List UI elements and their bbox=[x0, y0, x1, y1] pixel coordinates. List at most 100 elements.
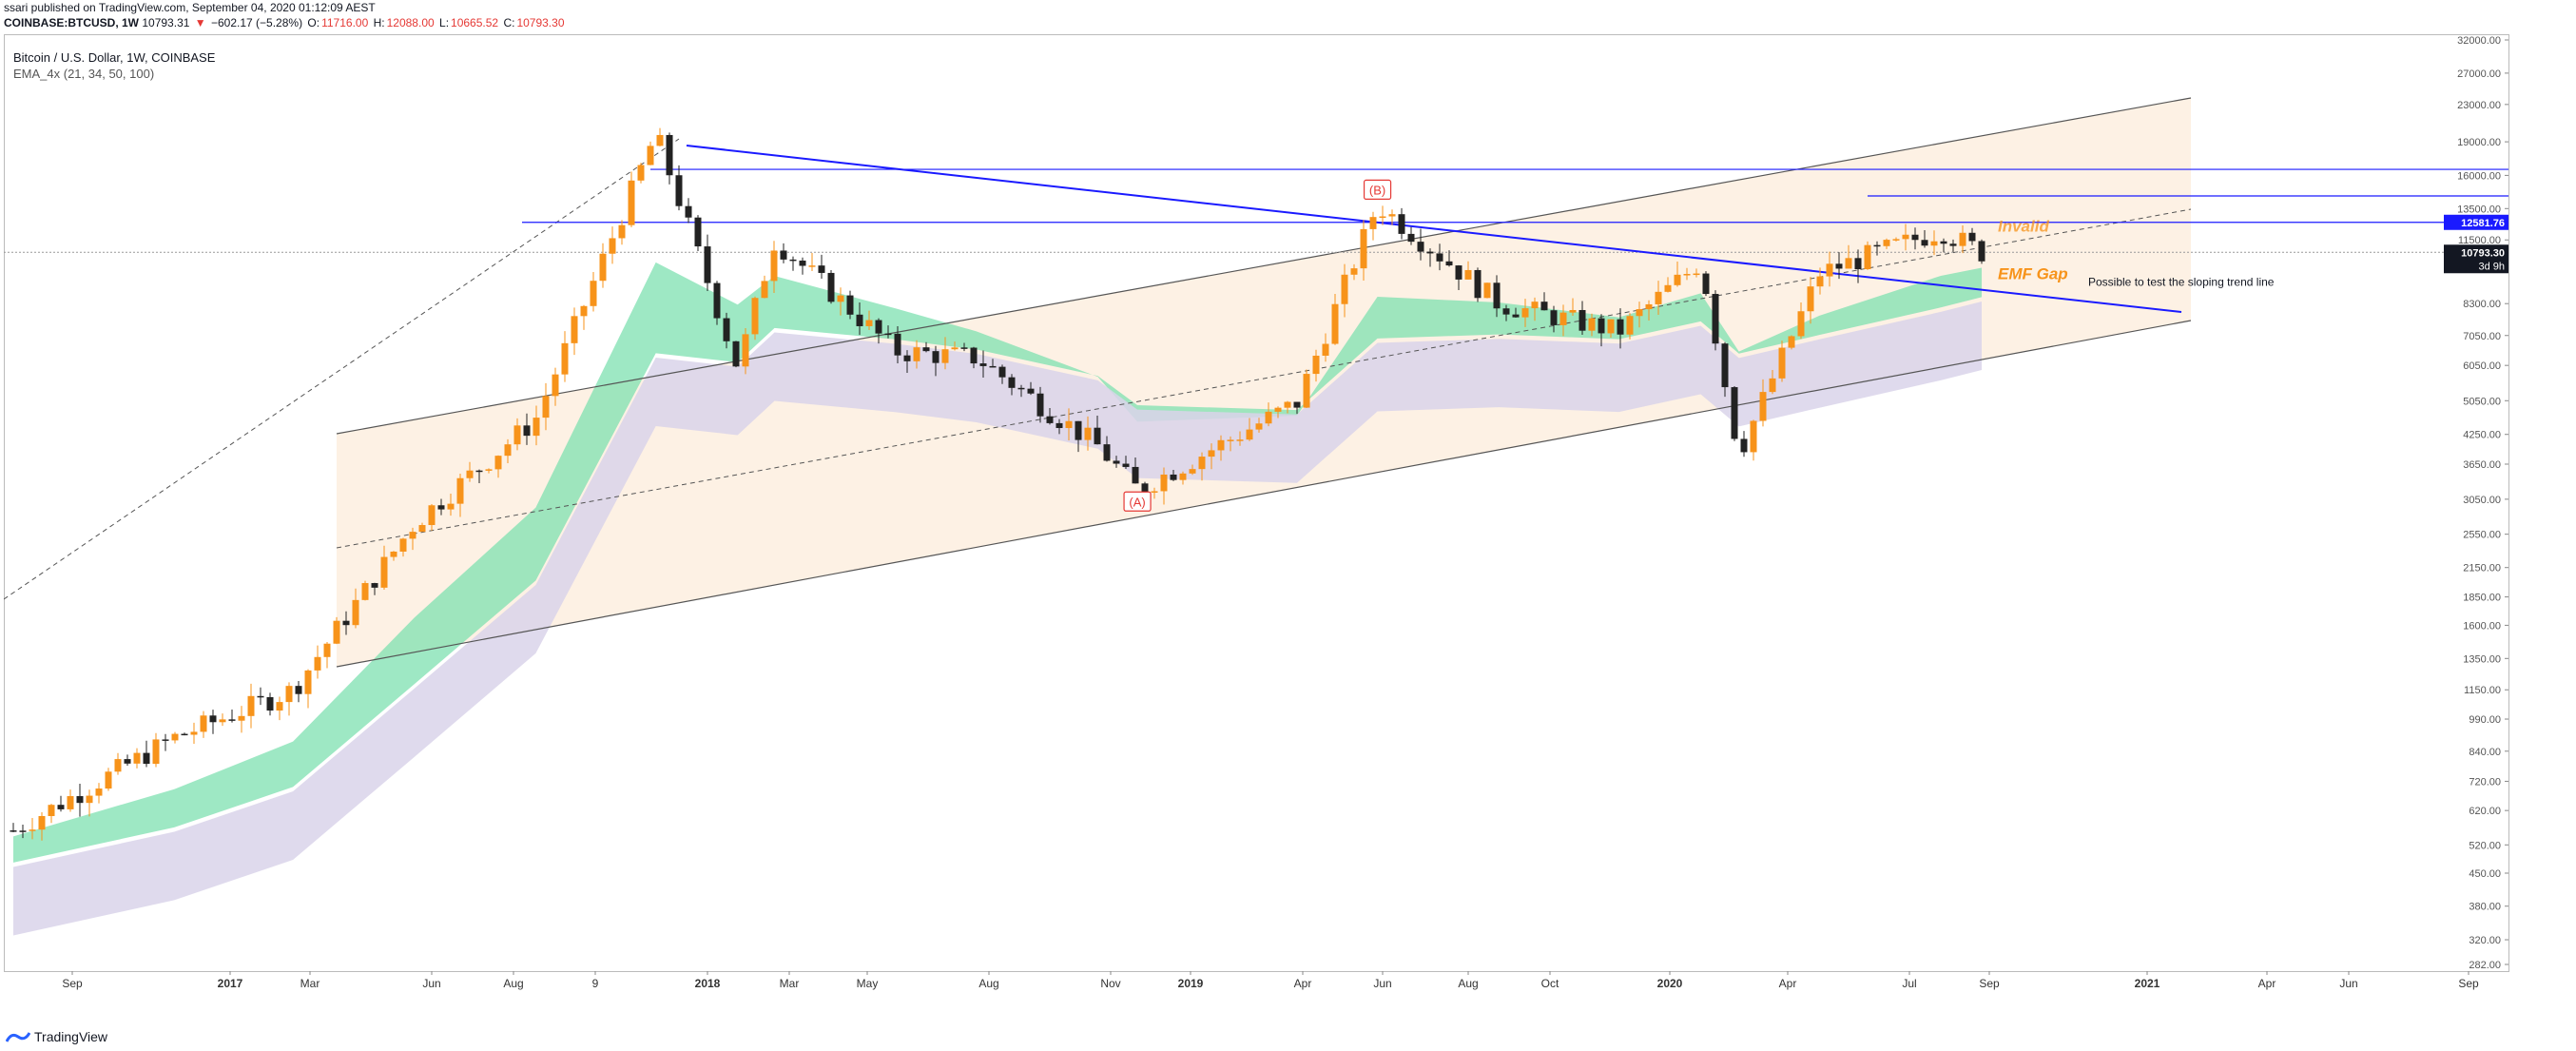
candle-body bbox=[1521, 308, 1529, 318]
legend-indicator[interactable]: EMA_4x (21, 34, 50, 100) bbox=[13, 67, 155, 81]
candle-body bbox=[1103, 444, 1111, 461]
candle-body bbox=[342, 620, 350, 626]
candle-body bbox=[38, 816, 46, 830]
candle-body bbox=[1550, 310, 1558, 325]
candle-body bbox=[989, 365, 997, 368]
candle bbox=[1217, 435, 1225, 461]
candle bbox=[76, 783, 84, 817]
candle bbox=[1436, 243, 1443, 271]
candle bbox=[552, 367, 559, 406]
candle bbox=[114, 752, 122, 775]
y-tick-label: 3650.00 bbox=[2463, 459, 2501, 471]
x-tick-label: Aug bbox=[978, 977, 998, 990]
candle bbox=[913, 340, 920, 369]
candle bbox=[894, 326, 901, 363]
candle-body bbox=[1284, 401, 1291, 408]
candle-body bbox=[1455, 265, 1462, 280]
candle bbox=[647, 141, 654, 165]
candle-body bbox=[1835, 263, 1843, 269]
candle-body bbox=[1141, 483, 1149, 493]
current-price-tag bbox=[2444, 244, 2508, 274]
candle bbox=[1873, 241, 1881, 256]
candle bbox=[1208, 443, 1215, 470]
candle bbox=[1008, 374, 1016, 396]
candle-body bbox=[856, 314, 863, 326]
candle bbox=[846, 290, 854, 320]
candle-body bbox=[960, 347, 968, 349]
candle-body bbox=[162, 739, 169, 741]
candle bbox=[86, 789, 93, 817]
candle-body bbox=[704, 246, 711, 283]
candle-body bbox=[247, 695, 255, 716]
candle-body bbox=[1170, 474, 1177, 480]
candle-body bbox=[789, 259, 797, 262]
candle bbox=[1388, 209, 1396, 225]
wave-label-box bbox=[1123, 491, 1152, 512]
y-tick-label: 11500.00 bbox=[2458, 235, 2501, 246]
candle-body bbox=[1721, 343, 1729, 388]
candle-body bbox=[1350, 268, 1358, 275]
chart-header: ssari published on TradingView.com, Sept… bbox=[4, 0, 567, 30]
candle bbox=[1464, 261, 1472, 281]
candle bbox=[1265, 402, 1272, 427]
legend-title: Bitcoin / U.S. Dollar, 1W, COINBASE bbox=[13, 50, 216, 65]
candle bbox=[1617, 308, 1624, 349]
candle bbox=[1417, 228, 1424, 261]
candle-body bbox=[1807, 286, 1814, 312]
candle-body bbox=[295, 686, 302, 694]
candle-body bbox=[1388, 214, 1396, 217]
candle-body bbox=[1940, 241, 1947, 244]
candle-body bbox=[761, 281, 768, 299]
candle-body bbox=[723, 318, 730, 341]
x-tick-label: 2021 bbox=[2135, 977, 2160, 990]
candle bbox=[418, 522, 426, 533]
candle bbox=[742, 327, 749, 375]
candle-body bbox=[1303, 374, 1310, 408]
candle bbox=[1132, 457, 1139, 484]
candle bbox=[409, 527, 416, 551]
candle-body bbox=[1664, 284, 1672, 292]
y-tick-label: 23000.00 bbox=[2457, 100, 2501, 111]
candle bbox=[1170, 469, 1177, 481]
candle-body bbox=[437, 505, 445, 510]
candle-body bbox=[504, 444, 512, 457]
chart-legend: Bitcoin / U.S. Dollar, 1W, COINBASE EMA_… bbox=[13, 49, 215, 82]
candle-body bbox=[1065, 420, 1073, 429]
candle bbox=[932, 345, 939, 377]
candle-body bbox=[1056, 422, 1063, 429]
candle-body bbox=[770, 250, 778, 282]
candle-body bbox=[1027, 388, 1035, 394]
candle bbox=[1607, 319, 1615, 339]
candle bbox=[1017, 384, 1025, 398]
candle bbox=[675, 165, 683, 211]
x-tick-label: Jun bbox=[422, 977, 440, 990]
candle bbox=[342, 611, 350, 635]
candle bbox=[1303, 369, 1310, 409]
candle-body bbox=[685, 205, 692, 218]
x-tick-label: Oct bbox=[1541, 977, 1559, 990]
candle-body bbox=[485, 469, 493, 471]
candle bbox=[314, 645, 321, 679]
candle-body bbox=[1731, 387, 1738, 439]
candle bbox=[1369, 211, 1377, 241]
candle bbox=[1883, 238, 1890, 249]
candle-body bbox=[742, 334, 749, 367]
candle bbox=[998, 364, 1006, 384]
candle-body bbox=[361, 583, 369, 600]
candle-body bbox=[1797, 311, 1805, 337]
price-chart[interactable]: (B) (A) Possible to test the sloping trend… bbox=[4, 34, 2515, 993]
y-tick-label: 620.00 bbox=[2469, 806, 2501, 817]
candle bbox=[1978, 239, 1985, 264]
candle-body bbox=[1094, 427, 1101, 445]
candle-body bbox=[200, 715, 207, 732]
candle-body bbox=[590, 281, 597, 306]
candle bbox=[1579, 301, 1586, 335]
candle bbox=[1198, 452, 1206, 481]
candle-body bbox=[609, 238, 616, 254]
footer: TradingView bbox=[6, 1029, 107, 1044]
candle-body bbox=[1759, 392, 1767, 421]
candle-body bbox=[1864, 244, 1871, 270]
candle bbox=[1626, 313, 1634, 340]
candle bbox=[1455, 264, 1462, 290]
candle bbox=[694, 215, 702, 252]
